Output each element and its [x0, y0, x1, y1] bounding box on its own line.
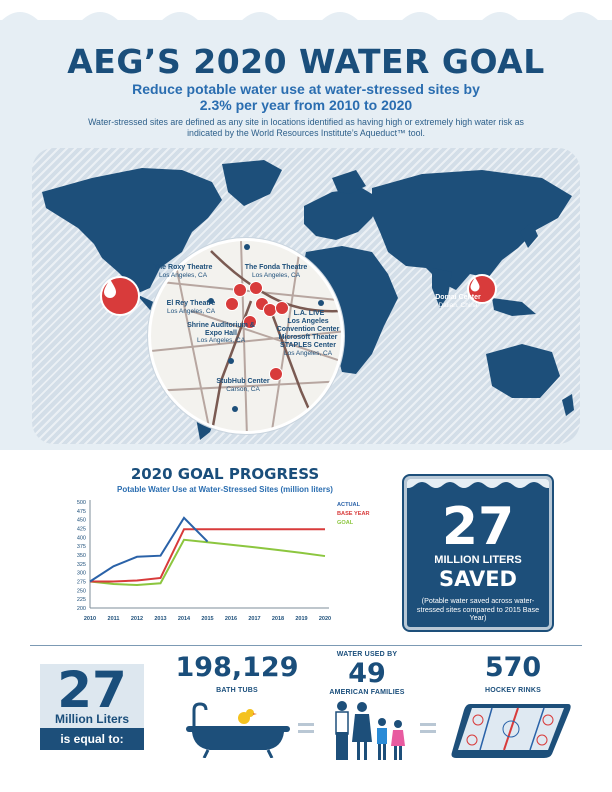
- y-tick-label: 425: [77, 527, 86, 533]
- water-drop-icon: [243, 315, 257, 329]
- family-icon: [335, 701, 405, 760]
- legend-base-year: BASE YEAR: [337, 511, 370, 517]
- location-el-rey-theatre: El Rey Theatre Los Angeles, CA: [166, 300, 216, 315]
- y-tick-label: 275: [77, 580, 86, 586]
- y-tick-label: 375: [77, 544, 86, 550]
- y-tick-label: 200: [77, 606, 86, 612]
- water-drop-icon: [225, 297, 239, 311]
- location-roxy-theatre: The Roxy Theatre Los Angeles, CA: [153, 264, 213, 279]
- y-tick-label: 475: [77, 509, 86, 515]
- series-line-base-year: [90, 528, 325, 583]
- goal-progress-chart: 200 225 250 275 300 325 350 375 400 425 450 475 500 2…: [77, 500, 370, 622]
- series-line-goal: [89, 538, 326, 587]
- x-tick-label: 2013: [154, 616, 166, 622]
- location-microsoft-theater: Microsoft Theater: [278, 334, 338, 341]
- hockey-rinks-value: 570: [484, 652, 542, 683]
- x-tick-label: 2019: [295, 616, 307, 622]
- families-value: 49: [348, 658, 386, 689]
- x-tick-label: 2015: [201, 616, 213, 622]
- location-la-live: L.A. LIVE: [293, 310, 325, 317]
- equivalent-label: is equal to:: [40, 728, 144, 750]
- x-tick-label: 2016: [225, 616, 237, 622]
- x-tick-label: 2014: [178, 616, 191, 622]
- hockey-rink-icon: [451, 704, 571, 758]
- location-la-convention-center: Los Angeles Convention Center: [276, 318, 340, 333]
- liters-saved-number: 27: [441, 497, 515, 557]
- x-tick-label: 2010: [84, 616, 96, 622]
- equivalent-unit: Million Liters: [54, 712, 129, 726]
- x-tick-label: 2020: [319, 616, 331, 622]
- y-tick-label: 225: [77, 597, 86, 603]
- page-title: AEG’S 2020 WATER GOAL: [67, 42, 545, 81]
- section-divider: [30, 645, 582, 646]
- location-fonda-theatre: The Fonda Theatre Los Angeles, CA: [244, 264, 308, 279]
- dalian-water-pin: [467, 274, 497, 304]
- liters-saved-panel: 27 MILLION LITERS SAVED (Potable water s…: [404, 476, 552, 630]
- liters-saved-unit: MILLION LITERS: [434, 554, 522, 566]
- water-drop-icon: [249, 281, 263, 295]
- y-tick-label: 500: [77, 500, 86, 506]
- bathtub-icon: [186, 702, 290, 758]
- x-tick-label: 2012: [131, 616, 143, 622]
- y-tick-label: 325: [77, 562, 86, 568]
- water-drop-icon: [275, 301, 289, 315]
- los-angeles-zoom-map: [148, 238, 344, 434]
- y-tick-label: 250: [77, 588, 86, 594]
- y-tick-label: 300: [77, 571, 86, 577]
- families-top-label: WATER USED BY: [336, 651, 398, 658]
- location-staples-center: STAPLES Center Los Angeles, CA: [280, 342, 336, 357]
- families-label: AMERICAN FAMILIES: [329, 689, 405, 696]
- equals-icon: [420, 722, 436, 734]
- equivalent-number: 27: [57, 661, 127, 719]
- bathtubs-value: 198,129: [175, 652, 299, 683]
- x-tick-label: 2011: [108, 616, 120, 622]
- series-line-actual: [89, 516, 209, 583]
- chart-subtitle: Potable Water Use at Water-Stressed Site…: [117, 485, 333, 494]
- legend-goal: GOAL: [337, 520, 354, 526]
- x-tick-label: 2018: [272, 616, 284, 622]
- page-subtitle: Reduce potable water use at water-stress…: [132, 81, 480, 113]
- location-stubhub-center: StubHub Center Carson, CA: [216, 378, 270, 393]
- definition-text: Water-stressed sites are defined as any …: [88, 117, 524, 138]
- water-drop-icon: [233, 283, 247, 297]
- chart-title: 2020 GOAL PROGRESS: [130, 465, 320, 483]
- wave-decoration: [407, 479, 549, 488]
- liters-saved-note: (Potable water saved across water-stress…: [416, 596, 540, 623]
- liters-saved-label: SAVED: [439, 567, 517, 591]
- water-drop-icon: [104, 279, 116, 298]
- y-tick-label: 350: [77, 553, 86, 559]
- location-shrine-auditorium: Shrine Auditorium & Expo Hall Los Angeles…: [187, 322, 255, 344]
- street-map: [151, 241, 341, 431]
- hockey-rinks-label: HOCKEY RINKS: [485, 687, 541, 694]
- los-angeles-water-pin: [100, 276, 140, 316]
- legend-actual: ACTUAL: [337, 502, 361, 508]
- water-drop-icon: [470, 277, 480, 292]
- bathtubs-label: BATH TUBS: [216, 687, 258, 694]
- water-drop-icon: [269, 367, 283, 381]
- y-tick-label: 400: [77, 535, 86, 541]
- equals-icon: [298, 722, 314, 734]
- y-tick-label: 450: [77, 518, 86, 524]
- x-tick-label: 2017: [248, 616, 260, 622]
- location-dalian: Domai Center Dalian, China: [435, 294, 481, 309]
